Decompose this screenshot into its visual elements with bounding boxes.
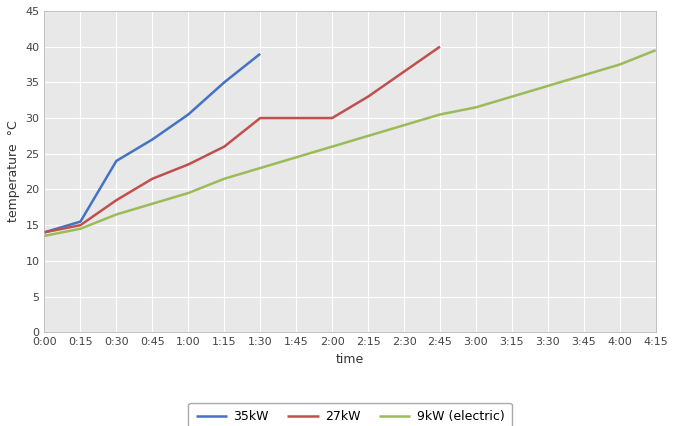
27kW (40, 230, 49, 235)
9kW (electric) (472, 105, 480, 110)
27kW (76, 223, 84, 228)
9kW (electric) (651, 48, 659, 53)
9kW (electric) (616, 62, 624, 67)
9kW (electric) (112, 212, 120, 217)
9kW (electric) (76, 226, 84, 231)
Line: 35kW: 35kW (45, 54, 260, 232)
Line: 9kW (electric): 9kW (electric) (45, 50, 655, 236)
35kW (148, 137, 157, 142)
27kW (292, 115, 300, 121)
Line: 27kW: 27kW (45, 47, 440, 232)
27kW (328, 115, 336, 121)
9kW (electric) (508, 94, 516, 99)
35kW (40, 230, 49, 235)
9kW (electric) (400, 123, 408, 128)
9kW (electric) (580, 73, 588, 78)
9kW (electric) (220, 176, 228, 181)
27kW (256, 115, 264, 121)
35kW (76, 219, 84, 224)
9kW (electric) (328, 144, 336, 149)
35kW (184, 112, 192, 117)
9kW (electric) (292, 155, 300, 160)
27kW (148, 176, 157, 181)
9kW (electric) (184, 190, 192, 196)
35kW (220, 80, 228, 85)
9kW (electric) (436, 112, 444, 117)
27kW (400, 69, 408, 74)
9kW (electric) (544, 83, 552, 89)
35kW (112, 158, 120, 164)
27kW (364, 94, 372, 99)
9kW (electric) (148, 201, 157, 206)
27kW (184, 162, 192, 167)
9kW (electric) (256, 165, 264, 170)
9kW (electric) (364, 133, 372, 138)
Y-axis label: temperature  °C: temperature °C (7, 121, 20, 222)
27kW (436, 44, 444, 49)
27kW (220, 144, 228, 149)
Legend: 35kW, 27kW, 9kW (electric): 35kW, 27kW, 9kW (electric) (188, 403, 512, 426)
9kW (electric) (40, 233, 49, 239)
X-axis label: time: time (336, 353, 364, 366)
27kW (112, 198, 120, 203)
35kW (256, 51, 264, 56)
